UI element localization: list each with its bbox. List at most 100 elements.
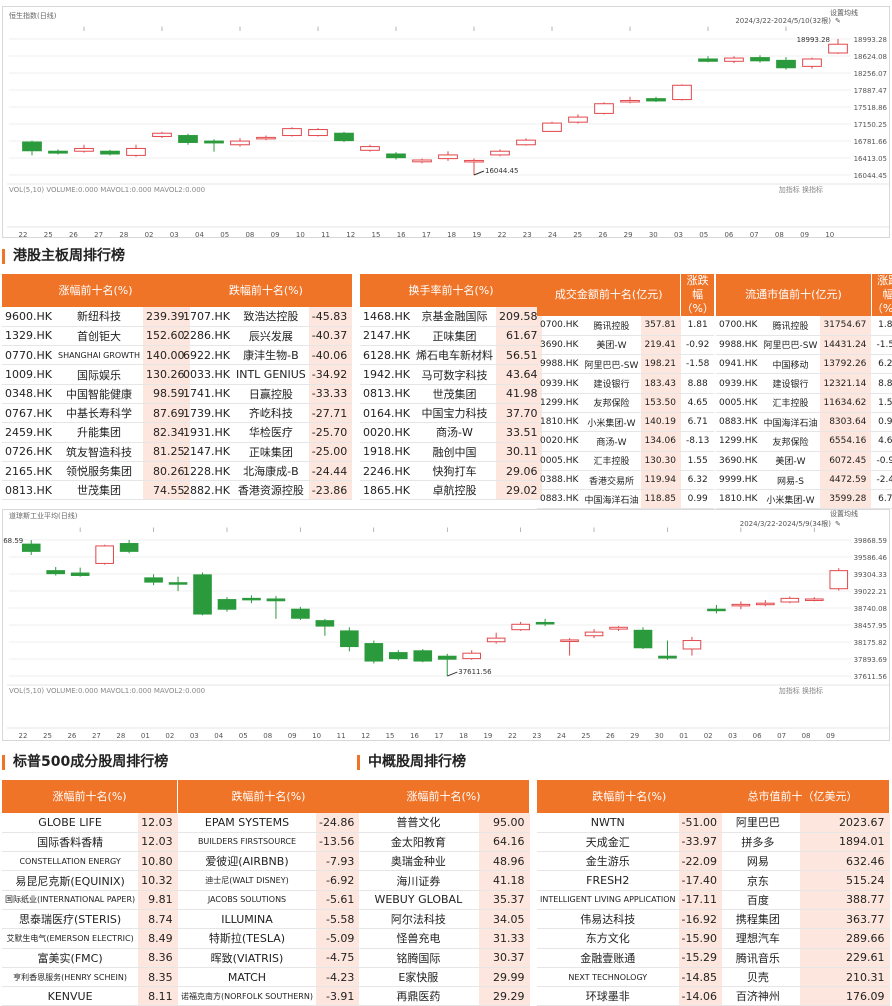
table-row[interactable]: FRESH2 -17.40 [537,870,722,891]
table-row[interactable]: 伟易达科技 -16.92 [537,909,722,930]
table-row[interactable]: 9600.HK 新纽科技 239.39 [2,307,190,327]
table-row[interactable]: 0020.HK 商汤-W 134.06 -8.13 [537,431,715,452]
table-row[interactable]: 怪兽充电 31.33 [358,928,530,949]
table-row[interactable]: 0033.HK INTL GENIUS -34.92 [180,364,353,385]
table-row[interactable]: 再鼎医药 29.29 [358,986,530,1006]
ma-setting-link[interactable]: 设置均线 [830,510,858,518]
table-row[interactable]: 1329.HK 首创钜大 152.60 [2,326,190,347]
table-row[interactable]: 1931.HK 华检医疗 -25.70 [180,422,353,443]
table-row[interactable]: 国际纸业(INTERNATIONAL PAPER) 9.81 [2,890,178,910]
table-row[interactable]: NWTN -51.00 [537,813,722,833]
table-row[interactable]: 2459.HK 升能集团 82.34 [2,422,190,443]
table-row[interactable]: 1739.HK 齐屹科技 -27.71 [180,403,353,424]
table-row[interactable]: 亨利香恩服务(HENRY SCHEIN) 8.35 [2,967,178,988]
table-row[interactable]: 0700.HK 腾讯控股 357.81 1.81 [537,316,715,336]
indicator-tools[interactable]: 加指标 换指标 [779,185,823,194]
table-row[interactable]: 富美实(FMC) 8.36 [2,948,178,968]
table-row[interactable]: GLOBE LIFE 12.03 [2,813,178,833]
table-row[interactable]: 0348.HK 中国智能健康 98.59 [2,384,190,404]
table-row[interactable]: 迪士尼(WALT DISNEY) -6.92 [178,870,360,891]
table-row[interactable]: 1228.HK 北海康成-B -24.44 [180,461,353,482]
table-row[interactable]: 携程集团 363.77 [716,909,890,930]
table-row[interactable]: 0767.HK 中基长寿科学 87.69 [2,403,190,424]
table-row[interactable]: 百度 388.77 [716,890,890,910]
table-row[interactable]: INTELLIGENT LIVING APPLICATION -17.11 [537,890,722,910]
dji-kline-chart[interactable]: 道琼斯工业平均(日线) 设置均线 2024/3/22-2024/5/9(34根)… [2,509,890,741]
table-row[interactable]: 东方文化 -15.90 [537,928,722,949]
table-row[interactable]: 特斯拉(TESLA) -5.09 [178,928,360,949]
table-row[interactable]: 6128.HK 烯石电车新材料 56.51 [360,345,543,366]
table-row[interactable]: 思泰瑞医疗(STERIS) 8.74 [2,909,178,930]
table-row[interactable]: 阿尔法科技 34.05 [358,909,530,930]
table-row[interactable]: 0883.HK 中国海洋石油 118.85 0.99 [537,489,715,510]
table-row[interactable]: 6922.HK 康沣生物-B -40.06 [180,345,353,366]
table-row[interactable]: 0813.HK 世茂集团 41.98 [360,384,543,404]
table-row[interactable]: 铭腾国际 30.37 [358,948,530,968]
table-row[interactable]: 1810.HK 小米集团-W 140.19 6.71 [537,412,715,433]
pin-icon[interactable]: ✎ [835,520,841,528]
table-row[interactable]: 1707.HK 致浩达控股 -45.83 [180,307,353,327]
table-row[interactable]: 0939.HK 建设银行 183.43 8.88 [537,373,715,394]
table-row[interactable]: 金融壹账通 -15.29 [537,948,722,968]
table-row[interactable]: 易昆尼克斯(EQUINIX) 10.32 [2,870,178,891]
table-row[interactable]: ILLUMINA -5.58 [178,909,360,930]
table-row[interactable]: BUILDERS FIRSTSOURCE -13.56 [178,832,360,853]
table-row[interactable]: CONSTELLATION ENERGY 10.80 [2,851,178,872]
table-row[interactable]: 1865.HK 卓航控股 29.02 [360,480,543,501]
table-row[interactable]: 环球墨非 -14.06 [537,986,722,1006]
table-row[interactable]: NEXT TECHNOLOGY -14.85 [537,967,722,988]
table-row[interactable]: 京东 515.24 [716,870,890,891]
table-row[interactable]: 阿里巴巴 2023.67 [716,813,890,833]
table-row[interactable]: EPAM SYSTEMS -24.86 [178,813,360,833]
table-row[interactable]: 1468.HK 京基金融国际 209.58 [360,307,543,327]
table-row[interactable]: 2147.HK 正味集团 -25.00 [180,442,353,462]
table-row[interactable]: JACOBS SOLUTIONS -5.61 [178,890,360,910]
table-row[interactable]: 1918.HK 融创中国 30.11 [360,442,543,462]
ma-setting-link[interactable]: 设置均线 [830,8,858,17]
indicator-tools[interactable]: 加指标 换指标 [779,686,823,695]
table-row[interactable]: 理想汽车 289.66 [716,928,890,949]
table-row[interactable]: KENVUE 8.11 [2,986,178,1006]
table-row[interactable]: 0770.HK SHANGHAI GROWTH 140.00 [2,345,190,366]
table-row[interactable]: 海川证券 41.18 [358,870,530,891]
table-row[interactable]: 0164.HK 中国宝力科技 37.70 [360,403,543,424]
table-row[interactable]: 晖致(VIATRIS) -4.75 [178,948,360,968]
table-row[interactable]: 0726.HK 筑友智造科技 81.25 [2,442,190,462]
table-row[interactable]: 金生游乐 -22.09 [537,851,722,872]
table-row[interactable]: 1299.HK 友邦保险 153.50 4.65 [537,393,715,413]
table-row[interactable]: E家快服 29.99 [358,967,530,988]
table-row[interactable]: 2165.HK 领悦服务集团 80.26 [2,461,190,482]
table-row[interactable]: 1942.HK 马可数字科技 43.64 [360,364,543,385]
table-row[interactable]: 9988.HK 阿里巴巴-SW 198.21 -1.58 [537,354,715,375]
pin-icon[interactable]: ✎ [835,17,841,25]
table-row[interactable]: 艾默生电气(EMERSON ELECTRIC) 8.49 [2,928,178,949]
table-row[interactable]: 奥瑞金种业 48.96 [358,851,530,872]
table-row[interactable]: 天成金汇 -33.97 [537,832,722,853]
table-row[interactable]: 百济神州 176.09 [716,986,890,1006]
table-row[interactable]: 2882.HK 香港资源控股 -23.86 [180,480,353,501]
table-row[interactable]: 金太阳教育 64.16 [358,832,530,853]
table-row[interactable]: 普普文化 95.00 [358,813,530,833]
table-row[interactable]: 拼多多 1894.01 [716,832,890,853]
table-row[interactable]: 0020.HK 商汤-W 33.51 [360,422,543,443]
table-row[interactable]: 国际香料香精 12.03 [2,832,178,853]
table-row[interactable]: 0813.HK 世茂集团 74.55 [2,480,190,501]
table-row[interactable]: 2286.HK 辰兴发展 -40.37 [180,326,353,347]
hsi-kline-chart[interactable]: 恒生指数(日线) 设置均线 2024/3/22-2024/5/10(32根) ✎… [2,6,890,238]
table-row[interactable]: 贝壳 210.31 [716,967,890,988]
table-row[interactable]: 腾讯音乐 229.61 [716,948,890,968]
table-row[interactable]: 1009.HK 国际娱乐 130.26 [2,364,190,385]
table-row[interactable]: 2147.HK 正味集团 61.67 [360,326,543,347]
table-row[interactable]: 爱彼迎(AIRBNB) -7.93 [178,851,360,872]
table-row[interactable]: 3690.HK 美团-W 219.41 -0.92 [537,335,715,356]
table-row[interactable]: MATCH -4.23 [178,967,360,988]
